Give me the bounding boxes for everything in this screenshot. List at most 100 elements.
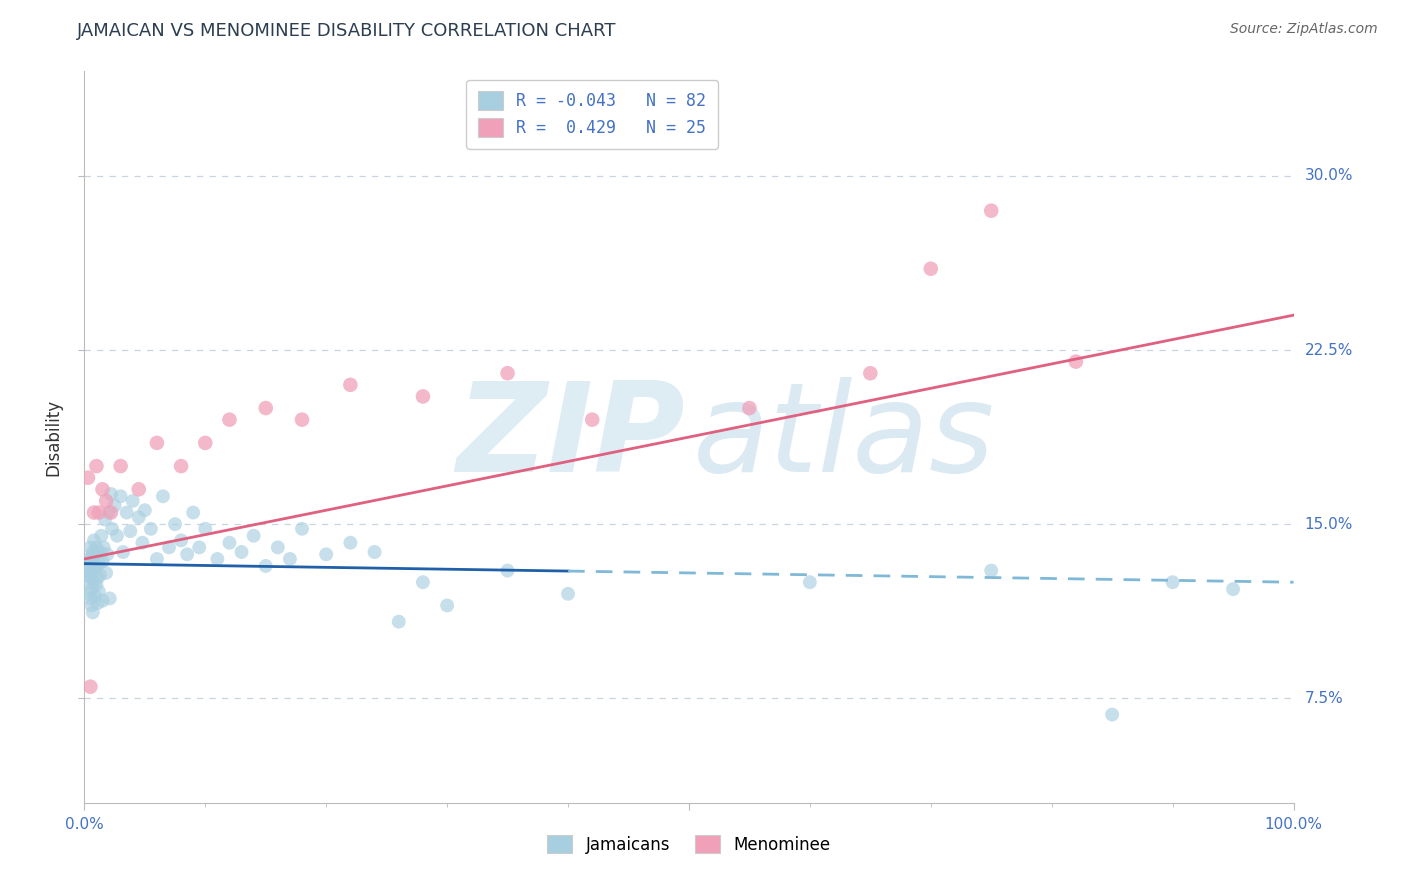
Point — [139, 522, 162, 536]
Point — [738, 401, 761, 415]
Point — [1064, 354, 1087, 368]
Point — [121, 494, 143, 508]
Point — [77, 568, 100, 582]
Point — [496, 366, 519, 380]
Point — [87, 584, 110, 599]
Point — [254, 558, 277, 573]
Legend: Jamaicans, Menominee: Jamaicans, Menominee — [541, 829, 837, 860]
Point — [82, 566, 104, 580]
Point — [77, 471, 100, 485]
Point — [80, 599, 103, 613]
Text: 22.5%: 22.5% — [1305, 343, 1353, 358]
Point — [79, 591, 101, 606]
Point — [110, 489, 132, 503]
Point — [170, 533, 193, 548]
Point — [181, 506, 204, 520]
Point — [412, 389, 434, 403]
Point — [557, 587, 579, 601]
Point — [80, 549, 103, 564]
Point — [207, 552, 229, 566]
Point — [218, 535, 240, 549]
Point — [77, 575, 100, 590]
Point — [86, 596, 108, 610]
Point — [96, 547, 118, 561]
Point — [76, 564, 98, 578]
Point — [859, 366, 882, 380]
Point — [77, 552, 100, 566]
Text: atlas: atlas — [693, 376, 994, 498]
Point — [152, 489, 174, 503]
Point — [83, 506, 105, 520]
Text: 7.5%: 7.5% — [1305, 690, 1343, 706]
Point — [165, 517, 187, 532]
Point — [1161, 575, 1184, 590]
Point — [84, 547, 107, 561]
Point — [799, 575, 821, 590]
Point — [315, 547, 337, 561]
Text: ZIP: ZIP — [457, 376, 685, 498]
Point — [97, 506, 120, 520]
Point — [231, 545, 253, 559]
Point — [86, 541, 108, 555]
Point — [94, 494, 117, 508]
Point — [84, 589, 107, 603]
Point — [131, 535, 153, 549]
Point — [93, 541, 115, 555]
Point — [339, 535, 361, 549]
Point — [980, 203, 1002, 218]
Point — [339, 377, 361, 392]
Point — [86, 558, 108, 573]
Point — [1101, 707, 1123, 722]
Point — [115, 506, 138, 520]
Point — [188, 541, 211, 555]
Point — [101, 522, 124, 536]
Point — [267, 541, 290, 555]
Point — [110, 459, 132, 474]
Point — [86, 570, 108, 584]
Point — [82, 606, 104, 620]
Point — [278, 552, 301, 566]
Point — [194, 522, 217, 536]
Point — [79, 680, 101, 694]
Point — [77, 587, 100, 601]
Point — [94, 512, 117, 526]
Y-axis label: Disability: Disability — [45, 399, 63, 475]
Point — [112, 545, 135, 559]
Point — [86, 577, 108, 591]
Point — [920, 261, 942, 276]
Point — [98, 591, 121, 606]
Point — [291, 412, 314, 426]
Point — [496, 564, 519, 578]
Text: 15.0%: 15.0% — [1305, 516, 1353, 532]
Point — [218, 412, 240, 426]
Point — [94, 566, 117, 580]
Text: JAMAICAN VS MENOMINEE DISABILITY CORRELATION CHART: JAMAICAN VS MENOMINEE DISABILITY CORRELA… — [77, 22, 617, 40]
Point — [105, 529, 128, 543]
Point — [146, 552, 169, 566]
Point — [83, 533, 105, 548]
Point — [89, 568, 111, 582]
Point — [100, 506, 122, 520]
Point — [82, 545, 104, 559]
Point — [83, 575, 105, 590]
Point — [79, 541, 101, 555]
Point — [87, 506, 110, 520]
Point — [79, 557, 101, 571]
Point — [104, 499, 127, 513]
Point — [157, 541, 180, 555]
Point — [291, 522, 314, 536]
Point — [980, 564, 1002, 578]
Point — [120, 524, 142, 538]
Point — [242, 529, 264, 543]
Point — [176, 547, 198, 561]
Point — [79, 570, 101, 584]
Point — [412, 575, 434, 590]
Point — [581, 412, 603, 426]
Point — [194, 436, 217, 450]
Point — [80, 582, 103, 597]
Point — [1222, 582, 1244, 597]
Point — [363, 545, 385, 559]
Point — [128, 483, 150, 497]
Point — [89, 545, 111, 559]
Point — [90, 529, 112, 543]
